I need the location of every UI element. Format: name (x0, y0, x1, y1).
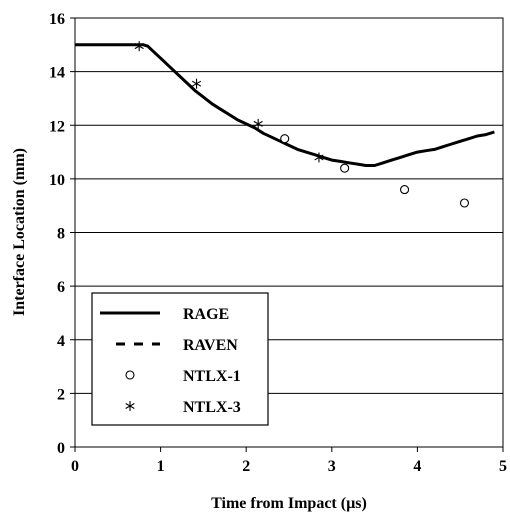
y-tick-label: 0 (57, 440, 65, 457)
y-tick-label: 2 (57, 386, 65, 403)
x-tick-label: 2 (242, 458, 250, 475)
series-rage (75, 43, 495, 167)
legend-label: NTLX-1 (183, 368, 241, 385)
data-point (134, 41, 144, 52)
x-tick-label: 1 (157, 458, 165, 475)
data-point (459, 198, 470, 208)
legend-item-ntlx-3: NTLX-3 (125, 399, 241, 416)
data-point (340, 163, 350, 173)
y-axis-title: Interface Location (mm) (11, 148, 28, 316)
data-point (400, 185, 410, 195)
x-tick-label: 5 (499, 458, 507, 475)
y-tick-label: 6 (57, 279, 65, 296)
y-tick-label: 14 (49, 65, 65, 82)
y-tick-label: 10 (49, 172, 65, 189)
y-tick-label: 16 (49, 11, 65, 28)
legend-label: NTLX-3 (183, 399, 241, 416)
x-tick-label: 4 (413, 458, 421, 475)
legend-item-ntlx-1: NTLX-1 (125, 368, 241, 385)
legend-box (91, 292, 269, 426)
y-tick-label: 8 (57, 226, 65, 243)
legend-label: RAVEN (183, 337, 238, 354)
data-point (314, 152, 324, 163)
series-line (75, 43, 495, 167)
series-ntlx-3 (134, 41, 324, 163)
legend-item-rage: RAGE (100, 306, 229, 323)
x-tick-label: 0 (71, 458, 79, 475)
series-ntlx-1 (280, 134, 470, 208)
series-layer (75, 41, 495, 208)
y-tick-label: 12 (49, 118, 65, 135)
series-raven (75, 43, 333, 162)
axes (70, 17, 504, 452)
legend-label: RAGE (183, 306, 229, 323)
legend-swatch (125, 401, 135, 411)
y-tick-label: 4 (57, 333, 65, 350)
x-tick-label: 3 (328, 458, 336, 475)
series-line (75, 43, 333, 162)
data-point (280, 134, 290, 144)
legend-item-raven: RAVEN (116, 337, 238, 354)
data-point (253, 118, 263, 129)
legend-swatch (125, 370, 135, 380)
data-point (191, 78, 202, 89)
x-axis-title: Time from Impact (µs) (211, 495, 367, 512)
legend: RAGE RAVEN NTLX-1 NTLX-3 (91, 292, 269, 426)
